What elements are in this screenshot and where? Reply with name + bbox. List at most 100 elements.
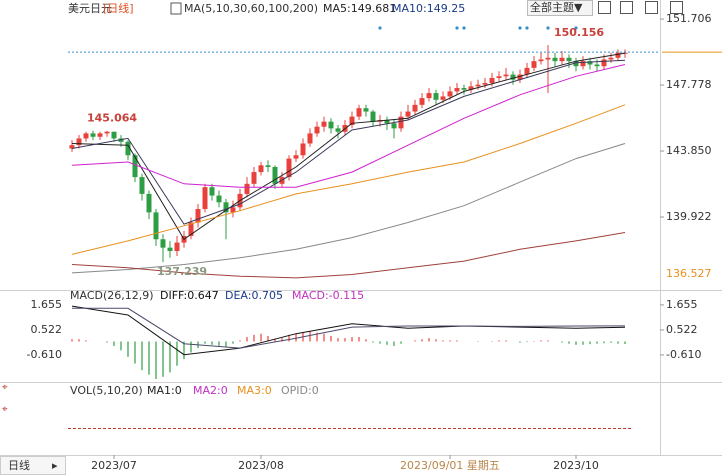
tool-button[interactable] <box>670 1 683 14</box>
tool-button[interactable] <box>598 1 611 14</box>
tool-button[interactable] <box>620 1 633 14</box>
candle-body <box>139 177 145 194</box>
candle-body <box>111 131 117 139</box>
candle-body <box>97 133 103 137</box>
candle-body <box>307 133 313 144</box>
candle-body <box>510 74 516 80</box>
candle-body <box>174 242 180 252</box>
candle-body <box>531 61 537 68</box>
candle-body <box>293 155 299 159</box>
candle-body <box>265 165 271 168</box>
ma-line <box>71 305 626 356</box>
theme-dropdown[interactable] <box>527 0 593 16</box>
candle-body <box>272 167 278 184</box>
ma-line <box>71 59 626 225</box>
candle-body <box>195 209 201 223</box>
settings-icon[interactable]: ⌖ <box>2 382 8 393</box>
frame <box>0 0 722 456</box>
dea-legend: DEA:0.705 <box>225 289 283 302</box>
candle-body <box>286 158 292 178</box>
event-dot <box>518 26 522 30</box>
ma5-legend: MA5:149.681 <box>323 2 396 15</box>
vol-ma1: MA1:0 <box>147 384 182 397</box>
diff-legend: DIFF:0.647 <box>160 289 219 302</box>
extreme-label: 150.156 <box>554 26 604 39</box>
event-dot <box>546 26 550 30</box>
ma-line <box>71 104 626 255</box>
candle-body <box>244 183 250 194</box>
y-tick-label: 1.655 <box>666 298 698 311</box>
symbol: 美元日元 <box>68 2 112 15</box>
y-tick-label: 147.778 <box>666 78 712 91</box>
candle-body <box>412 104 418 112</box>
x-tick-label: 2023/07 <box>91 459 137 472</box>
candle-body <box>349 116 355 126</box>
y-tick-label-left: 0.522 <box>31 323 63 336</box>
candle-body <box>482 83 488 85</box>
candle-body <box>601 59 607 67</box>
candle-body <box>447 91 453 97</box>
event-dot <box>378 26 382 30</box>
candle-body <box>475 84 481 87</box>
candle-body <box>202 187 208 210</box>
vol-ma3: MA3:0 <box>237 384 272 397</box>
candle-body <box>146 193 152 213</box>
candle-body <box>328 121 334 129</box>
candle-body <box>153 212 159 240</box>
period-tab-label[interactable]: 日线 <box>8 458 30 472</box>
candle-body <box>615 52 621 58</box>
candle-body <box>321 121 327 127</box>
candle-body <box>258 165 264 173</box>
plot <box>68 45 722 380</box>
y-tick-label-left: 1.655 <box>31 298 63 311</box>
theme-dropdown-label[interactable]: 全部主题▼ <box>530 0 583 14</box>
candle-body <box>587 61 593 65</box>
candle-body <box>461 88 467 90</box>
candle-body <box>104 131 110 134</box>
candle-body <box>209 187 215 196</box>
candle-body <box>398 116 404 129</box>
candle-body <box>419 98 425 105</box>
candle-body <box>160 239 166 248</box>
candle-body <box>69 145 75 149</box>
candle-body <box>496 76 502 78</box>
candle-body <box>405 111 411 117</box>
ma-line <box>71 143 626 274</box>
ma-line <box>71 52 626 241</box>
candle-body <box>384 119 390 124</box>
candle-body <box>594 64 600 67</box>
y-tick-label: 143.850 <box>666 144 712 157</box>
candle-body <box>440 96 446 100</box>
extreme-label: 145.064 <box>87 112 137 125</box>
y-tick-label: 139.922 <box>666 210 712 223</box>
macd-params: MACD(26,12,9) <box>70 289 154 302</box>
candle-body <box>489 77 495 84</box>
candle-body <box>391 123 397 129</box>
candle-body <box>552 57 558 62</box>
y-tick-label: 0.522 <box>666 323 698 336</box>
settings-icon[interactable]: ⌖ <box>2 404 8 415</box>
candle-body <box>559 57 565 62</box>
candle-body <box>223 202 229 213</box>
candle-body <box>230 207 236 213</box>
candle-body <box>335 128 341 132</box>
candle-body <box>545 57 551 60</box>
event-dot <box>525 26 529 30</box>
candle-body <box>188 222 194 236</box>
ma-line <box>71 64 626 188</box>
indicator-icon[interactable] <box>170 2 182 15</box>
period-tab-icon[interactable]: ▸ <box>52 459 58 472</box>
candle-body <box>216 195 222 203</box>
vol-ma2: MA2:0 <box>193 384 228 397</box>
candle-body <box>132 155 138 178</box>
vol-params: VOL(5,10,20) <box>70 384 143 397</box>
period: [日线] <box>103 1 134 15</box>
tool-button[interactable] <box>645 1 658 14</box>
y-tick-label: -0.610 <box>666 348 701 361</box>
candle-body <box>573 61 579 67</box>
candle-body <box>524 67 530 75</box>
candle-body <box>356 108 362 117</box>
